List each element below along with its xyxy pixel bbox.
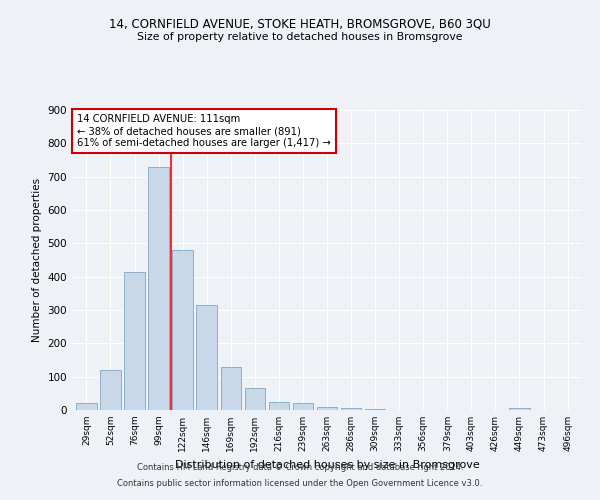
Text: Contains public sector information licensed under the Open Government Licence v3: Contains public sector information licen… (118, 478, 482, 488)
Bar (172, 250, 193, 410)
Text: 14 CORNFIELD AVENUE: 111sqm
← 38% of detached houses are smaller (891)
61% of se: 14 CORNFIELD AVENUE: 111sqm ← 38% of det… (77, 114, 331, 148)
Text: Contains HM Land Registry data © Crown copyright and database right 2024.: Contains HM Land Registry data © Crown c… (137, 464, 463, 472)
X-axis label: Distribution of detached houses by size in Bromsgrove: Distribution of detached houses by size … (175, 460, 479, 469)
Bar (245, 388, 265, 410)
Bar (509, 408, 530, 410)
Y-axis label: Number of detached properties: Number of detached properties (32, 178, 42, 342)
Bar (269, 402, 289, 410)
Bar (76, 404, 97, 410)
Text: Size of property relative to detached houses in Bromsgrove: Size of property relative to detached ho… (137, 32, 463, 42)
Bar (317, 406, 337, 410)
Bar (293, 404, 313, 410)
Bar (365, 408, 385, 410)
Bar (221, 366, 241, 410)
Bar (341, 408, 361, 410)
Bar (148, 166, 169, 410)
Text: 14, CORNFIELD AVENUE, STOKE HEATH, BROMSGROVE, B60 3QU: 14, CORNFIELD AVENUE, STOKE HEATH, BROMS… (109, 18, 491, 30)
Bar (124, 272, 145, 410)
Bar (196, 305, 217, 410)
Bar (100, 370, 121, 410)
